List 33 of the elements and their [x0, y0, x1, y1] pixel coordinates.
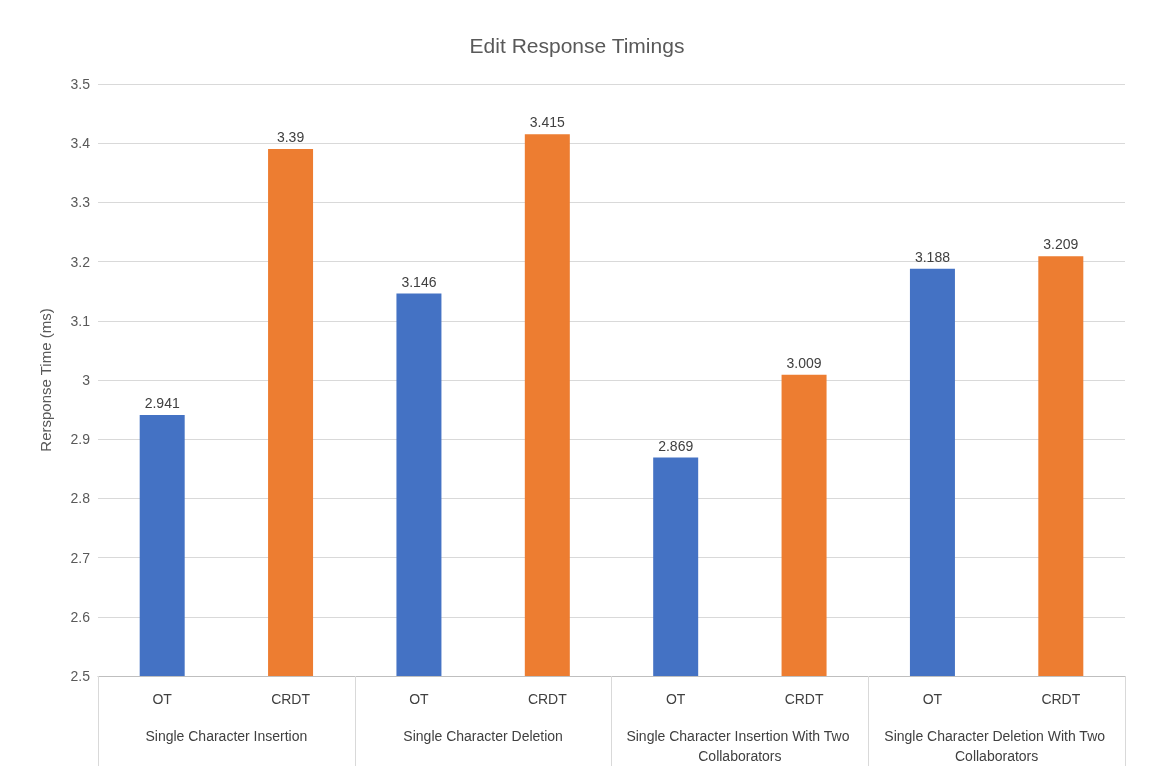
- y-axis-title: Rersponse Time (ms): [37, 308, 54, 452]
- y-tick-label: 3.3: [70, 194, 91, 211]
- text: Single Character Deletion: [403, 728, 563, 744]
- x-tick-label: CRDT: [271, 691, 311, 707]
- data-label: 3.188: [914, 248, 951, 265]
- x-tick-label: OT: [152, 691, 173, 707]
- text: Single Character Insertion With Two Collaborators: [626, 728, 854, 764]
- x-tick-label: OT: [665, 691, 686, 707]
- data-label: 3.209: [1043, 236, 1079, 253]
- data-label: 3.415: [529, 114, 566, 131]
- y-tick-label: 2.7: [70, 549, 91, 566]
- data-label: 3.146: [401, 273, 437, 290]
- data-label: 3.39: [276, 129, 305, 146]
- y-tick-label: 3.5: [70, 76, 91, 92]
- x-tick-label: OT: [409, 691, 430, 707]
- y-tick-label: 2.8: [70, 490, 91, 507]
- x-tick-label: CRDT: [784, 691, 824, 707]
- data-label: 3.009: [786, 354, 822, 371]
- text: Single Character Insertion: [145, 728, 308, 744]
- y-tick-label: 3.1: [70, 312, 91, 329]
- x-tick-label: CRDT: [1041, 691, 1081, 707]
- y-tick-label: 2.5: [70, 668, 91, 684]
- y-tick-label: 2.9: [70, 431, 91, 448]
- data-label: 2.869: [658, 437, 694, 454]
- chart-title: Edit Response Timings: [469, 34, 685, 57]
- data-label: 2.941: [144, 394, 180, 411]
- text: Single Character Deletion With Two Collaborators: [884, 728, 1109, 764]
- y-tick-label: 2.6: [70, 608, 91, 625]
- y-tick-label: 3: [82, 372, 91, 388]
- x-tick-label: OT: [922, 691, 943, 707]
- x-tick-label: CRDT: [527, 691, 568, 707]
- y-tick-label: 3.4: [70, 135, 91, 152]
- y-tick-label: 3.2: [70, 253, 91, 270]
